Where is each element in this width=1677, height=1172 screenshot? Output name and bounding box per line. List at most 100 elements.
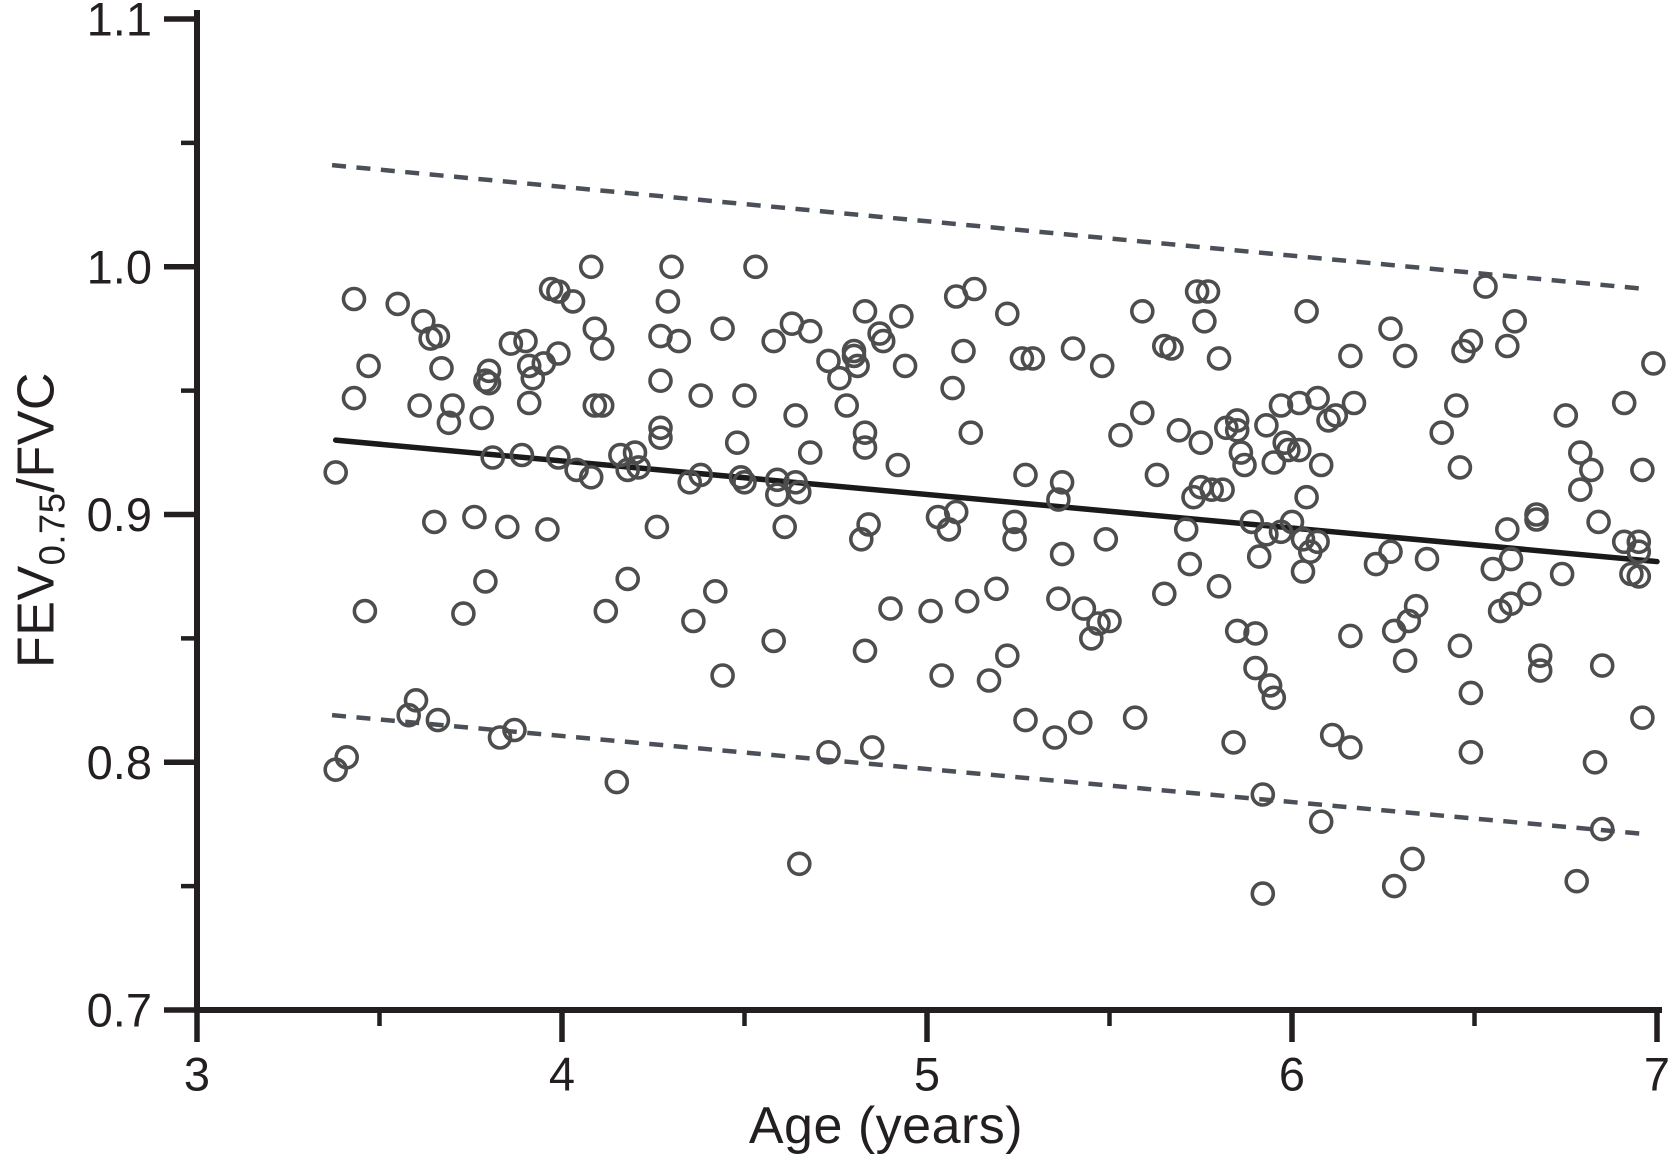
data-point bbox=[889, 303, 914, 329]
data-point bbox=[462, 504, 487, 530]
data-point bbox=[1086, 611, 1111, 636]
data-point bbox=[1553, 403, 1579, 428]
data-point bbox=[1568, 440, 1593, 465]
data-point bbox=[994, 301, 1020, 327]
data-point bbox=[852, 420, 878, 446]
data-point bbox=[1206, 346, 1232, 371]
data-point bbox=[1210, 477, 1235, 503]
data-point bbox=[648, 425, 673, 451]
y-tick-label: 0.9 bbox=[87, 488, 152, 541]
data-point bbox=[1564, 868, 1589, 894]
data-point bbox=[564, 457, 589, 483]
data-point bbox=[681, 608, 706, 634]
data-point bbox=[451, 601, 476, 626]
data-point bbox=[356, 353, 381, 379]
data-point bbox=[1287, 437, 1312, 463]
data-point bbox=[1221, 730, 1246, 755]
data-point bbox=[940, 375, 965, 401]
data-point bbox=[1079, 626, 1104, 651]
data-point bbox=[659, 254, 684, 280]
data-point bbox=[1122, 705, 1148, 731]
y-tick-label: 1.1 bbox=[87, 0, 152, 46]
data-point bbox=[761, 628, 787, 654]
data-point bbox=[1549, 561, 1575, 587]
x-tick-label: 3 bbox=[184, 1047, 210, 1100]
data-point bbox=[702, 578, 728, 604]
data-point bbox=[816, 739, 841, 765]
data-point bbox=[1009, 346, 1035, 371]
data-point bbox=[1195, 279, 1221, 304]
data-point bbox=[1527, 658, 1553, 683]
data-point bbox=[604, 769, 630, 795]
regression-line bbox=[332, 437, 1660, 565]
data-point bbox=[1177, 551, 1203, 577]
data-point bbox=[1447, 633, 1473, 659]
data-point bbox=[502, 717, 527, 743]
data-point bbox=[1338, 343, 1363, 369]
data-point bbox=[608, 442, 633, 468]
data-point bbox=[1013, 707, 1038, 733]
data-point bbox=[421, 509, 447, 535]
data-point bbox=[1049, 541, 1075, 567]
data-point bbox=[546, 341, 571, 366]
data-point bbox=[710, 316, 735, 342]
data-point bbox=[797, 440, 823, 465]
data-point bbox=[1261, 450, 1287, 475]
data-point bbox=[1582, 749, 1608, 775]
data-point bbox=[724, 430, 750, 456]
data-point bbox=[655, 289, 681, 314]
data-point bbox=[1261, 685, 1287, 711]
data-point bbox=[859, 735, 885, 760]
data-point bbox=[1290, 559, 1316, 584]
data-point bbox=[1254, 412, 1279, 438]
y-axis-title-rest: /FVC bbox=[7, 372, 66, 493]
data-point bbox=[1224, 417, 1250, 443]
data-point bbox=[1378, 539, 1403, 565]
data-point bbox=[918, 598, 943, 624]
data-point bbox=[885, 452, 911, 478]
data-point bbox=[1429, 420, 1454, 446]
data-point bbox=[1071, 596, 1097, 621]
data-point bbox=[783, 403, 808, 428]
data-point bbox=[852, 638, 878, 664]
data-point bbox=[1444, 393, 1469, 418]
data-point bbox=[761, 328, 787, 354]
data-point bbox=[578, 464, 604, 490]
data-point bbox=[1495, 517, 1520, 542]
x-tick-label: 7 bbox=[1644, 1047, 1670, 1100]
data-point bbox=[816, 348, 841, 374]
data-point bbox=[473, 368, 498, 394]
data-point bbox=[1502, 308, 1527, 334]
data-point bbox=[1527, 643, 1553, 669]
data-point bbox=[856, 512, 881, 537]
data-point bbox=[1392, 343, 1418, 369]
y-tick-label: 1.0 bbox=[87, 240, 152, 293]
data-point bbox=[1250, 782, 1276, 807]
data-point bbox=[1473, 274, 1498, 299]
data-point bbox=[1338, 735, 1363, 760]
data-point bbox=[560, 289, 586, 314]
data-point bbox=[852, 435, 878, 460]
x-tick-label: 6 bbox=[1279, 1047, 1305, 1100]
data-point bbox=[1254, 521, 1279, 547]
data-point bbox=[1294, 298, 1319, 324]
data-point bbox=[1046, 487, 1071, 512]
data-point bbox=[1166, 417, 1192, 443]
data-point bbox=[1152, 581, 1177, 607]
data-point bbox=[1611, 390, 1637, 416]
data-point bbox=[546, 445, 571, 470]
data-point bbox=[480, 445, 506, 470]
lower-limit-line bbox=[331, 712, 1647, 837]
data-point bbox=[1323, 403, 1349, 428]
data-point bbox=[958, 420, 984, 446]
data-point bbox=[1002, 526, 1027, 552]
data-point bbox=[688, 383, 714, 408]
data-point bbox=[1579, 457, 1604, 483]
data-point bbox=[728, 464, 754, 490]
data-point bbox=[425, 323, 451, 349]
data-point bbox=[1250, 881, 1276, 906]
data-point bbox=[743, 254, 768, 280]
data-point bbox=[976, 668, 1002, 693]
data-point bbox=[589, 336, 615, 361]
